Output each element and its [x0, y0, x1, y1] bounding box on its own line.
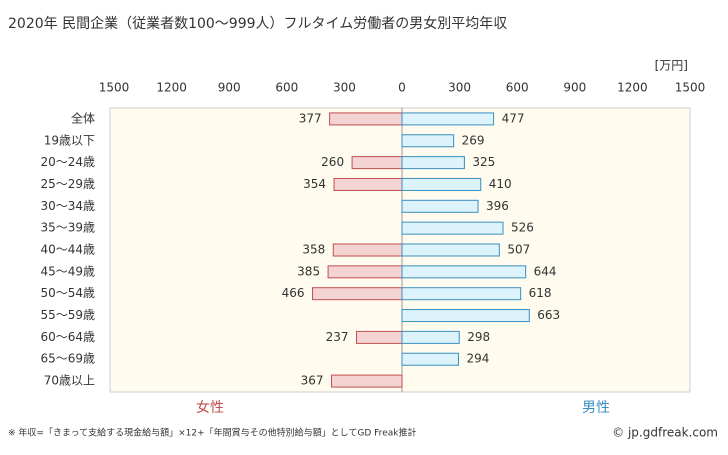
x-tick-label: 600 [275, 81, 298, 95]
credit: © jp.gdfreak.com [612, 426, 718, 440]
y-tick-label: 55～59歳 [40, 308, 95, 322]
value-label: 367 [301, 374, 324, 388]
value-label: 507 [507, 243, 530, 257]
value-label: 325 [472, 155, 495, 169]
bar [327, 265, 403, 279]
bar [401, 112, 495, 126]
bar [401, 287, 522, 301]
y-tick-label: 19歳以下 [44, 133, 95, 147]
bar [401, 134, 455, 148]
x-tick-label: 0 [398, 81, 406, 95]
y-tick-label: 60～64歳 [40, 330, 95, 344]
value-label: 294 [466, 352, 489, 366]
value-label: 618 [529, 286, 552, 300]
value-label: 526 [511, 221, 534, 235]
x-tick-label: 300 [333, 81, 356, 95]
x-tick-label: 900 [218, 81, 241, 95]
bar [401, 199, 479, 213]
note: ※ 年収=「きまって支給する現金給与額」×12+「年間賞与その他特別給与額」とし… [8, 427, 416, 439]
y-tick-label: 35～39歳 [40, 221, 95, 235]
y-tick-label: 65～69歳 [40, 352, 95, 366]
bar [355, 330, 403, 344]
value-label: 663 [537, 308, 560, 322]
value-label: 269 [462, 133, 485, 147]
value-label: 644 [534, 264, 557, 278]
chart-title: 2020年 民間企業（従業者数100～999人）フルタイム労働者の男女別平均年収 [8, 15, 507, 32]
bar [332, 243, 403, 257]
x-tick-label: 900 [563, 81, 586, 95]
value-label: 298 [467, 330, 490, 344]
unit-label: [万円] [655, 59, 688, 73]
y-tick-label: 45～49歳 [40, 264, 95, 278]
bar [329, 112, 403, 126]
bar [401, 330, 460, 344]
value-label: 410 [489, 177, 512, 191]
bar [331, 374, 403, 388]
legend-label: 女性 [196, 399, 224, 416]
bar [401, 156, 465, 170]
value-label: 260 [321, 155, 344, 169]
bar [401, 352, 459, 366]
value-label: 385 [297, 264, 320, 278]
value-label: 396 [486, 199, 509, 213]
bar [401, 265, 527, 279]
legend-label: 男性 [582, 400, 610, 416]
x-tick-label: 1500 [99, 81, 130, 95]
x-tick-label: 1500 [675, 81, 706, 95]
y-tick-label: 20～24歳 [40, 155, 95, 169]
value-label: 354 [303, 177, 326, 191]
y-tick-label: 70歳以上 [44, 374, 95, 388]
bar [351, 156, 403, 170]
bar [401, 309, 530, 323]
value-label: 477 [502, 111, 525, 125]
bar [312, 287, 403, 301]
value-label: 237 [326, 330, 349, 344]
x-tick-label: 600 [506, 81, 529, 95]
bar [401, 177, 482, 191]
y-tick-label: 全体 [71, 110, 95, 125]
y-tick-label: 30～34歳 [40, 199, 95, 213]
bar [401, 221, 504, 235]
bar [401, 243, 500, 257]
y-tick-label: 50～54歳 [40, 286, 95, 300]
value-label: 358 [302, 243, 325, 257]
bar [333, 177, 403, 191]
x-tick-label: 300 [448, 81, 471, 95]
y-tick-label: 25～29歳 [40, 177, 95, 191]
value-label: 466 [282, 286, 305, 300]
value-label: 377 [299, 111, 322, 125]
x-tick-label: 1200 [617, 81, 648, 95]
x-tick-label: 1200 [156, 81, 187, 95]
y-tick-label: 40～44歳 [40, 243, 95, 257]
